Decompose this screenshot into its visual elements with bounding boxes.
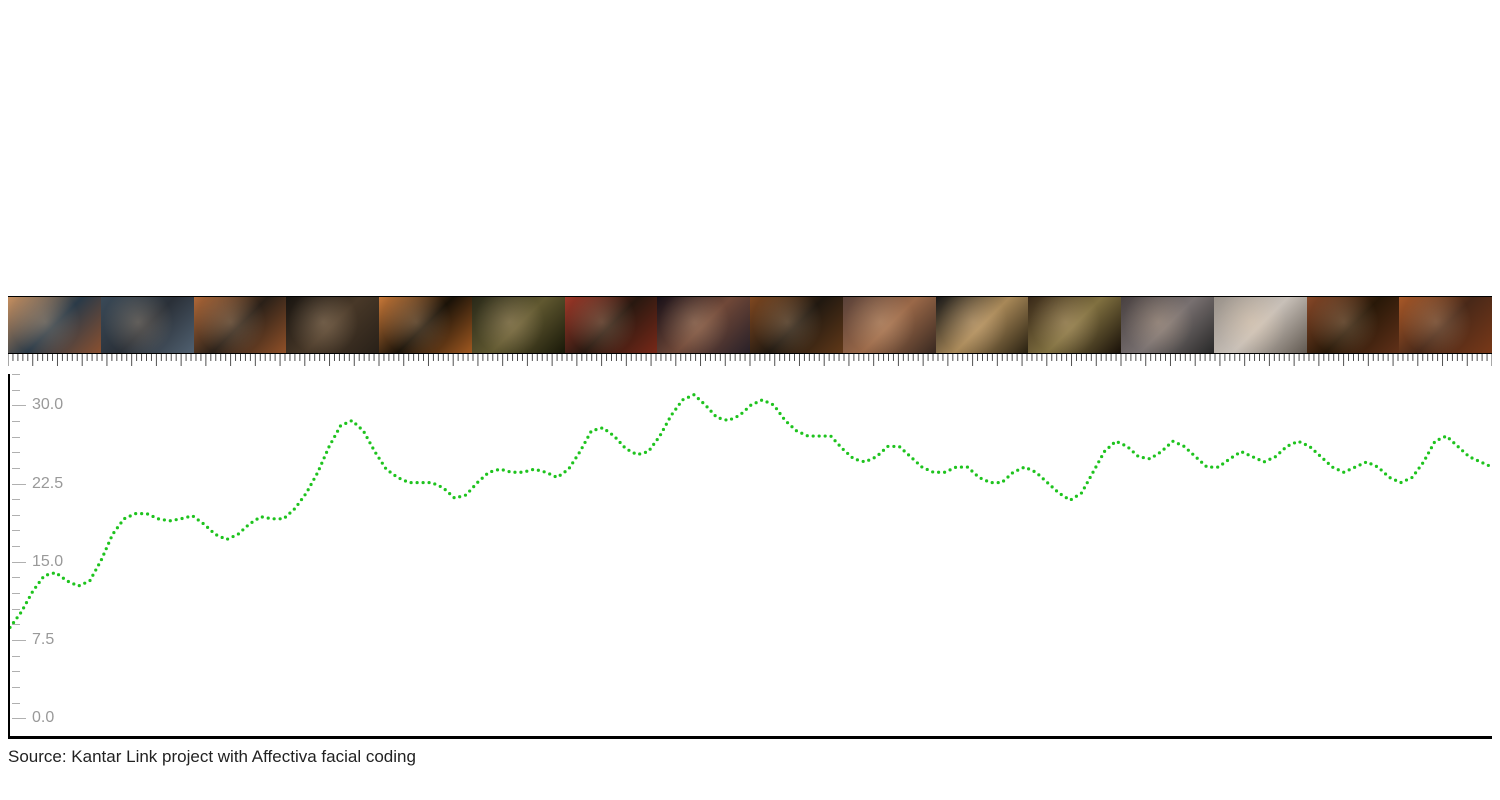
source-attribution: Source: Kantar Link project with Affecti… (8, 747, 1492, 767)
filmstrip-frame (657, 297, 750, 353)
filmstrip-frame (286, 297, 379, 353)
series-expressiveness (10, 393, 1490, 629)
filmstrip-frame (936, 297, 1029, 353)
filmstrip-frame (1121, 297, 1214, 353)
filmstrip-frame (750, 297, 843, 353)
filmstrip-frame (379, 297, 472, 353)
filmstrip-frame (8, 297, 101, 353)
filmstrip-frame (565, 297, 658, 353)
chart-canvas (10, 374, 1492, 736)
video-filmstrip (8, 296, 1492, 354)
timeline-ruler (8, 354, 1492, 374)
filmstrip-frame (101, 297, 194, 353)
filmstrip-frame (1399, 297, 1492, 353)
filmstrip-frame (1214, 297, 1307, 353)
filmstrip-frame (194, 297, 287, 353)
filmstrip-frame (472, 297, 565, 353)
filmstrip-frame (1028, 297, 1121, 353)
filmstrip-frame (843, 297, 936, 353)
expressiveness-chart: 0.07.515.022.530.0 (8, 374, 1492, 739)
filmstrip-frame (1307, 297, 1400, 353)
